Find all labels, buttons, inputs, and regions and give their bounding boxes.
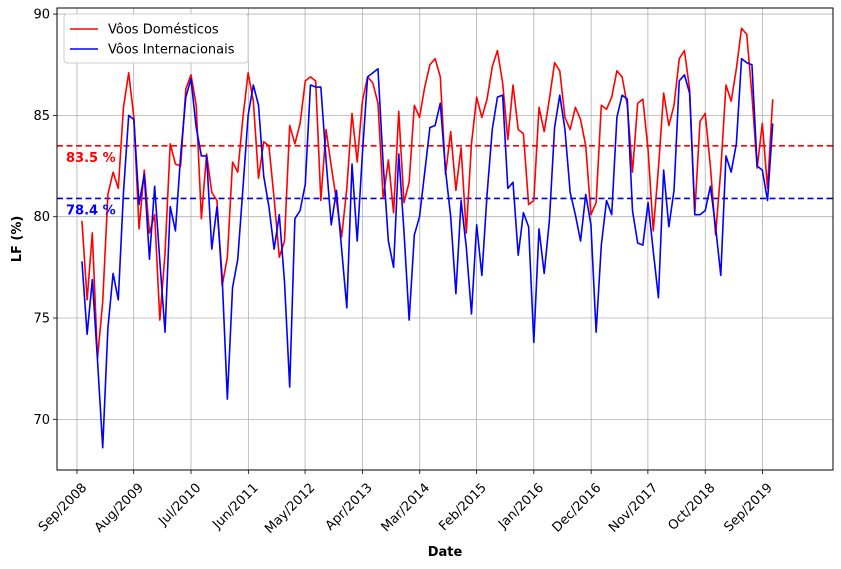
x-tick-label: May/2012 bbox=[262, 481, 318, 537]
x-tick-label: Feb/2015 bbox=[436, 481, 489, 534]
legend: Vôos Domésticos Vôos Internacionais bbox=[63, 13, 249, 64]
plot-area bbox=[56, 7, 834, 471]
x-axis-label: Date bbox=[428, 545, 463, 560]
series-line bbox=[81, 27, 774, 360]
x-tick-label: Sep/2019 bbox=[721, 481, 775, 535]
x-tick-label: Apr/2013 bbox=[323, 481, 376, 534]
x-tick-label: Jul/2010 bbox=[155, 481, 204, 530]
y-tick-label: 85 bbox=[33, 109, 50, 124]
y-tick-label: 75 bbox=[33, 312, 50, 327]
x-tick-label: Aug/2009 bbox=[92, 481, 147, 536]
y-axis-ticks: 70 75 80 85 90 bbox=[33, 8, 57, 428]
y-axis-label: LF (%) bbox=[10, 216, 25, 263]
x-tick-label: Sep/2008 bbox=[36, 481, 90, 535]
x-tick-label: Oct/2018 bbox=[665, 481, 718, 534]
y-tick-label: 90 bbox=[33, 8, 50, 23]
y-tick-label: 70 bbox=[33, 413, 50, 428]
reference-line-label: 83.5 % bbox=[66, 151, 116, 166]
reference-labels: 83.5 % 78.4 % bbox=[66, 151, 116, 219]
x-tick-label: Jan/2016 bbox=[495, 481, 547, 533]
series-lines bbox=[81, 27, 774, 449]
grid bbox=[57, 8, 833, 470]
legend-label: Vôos Internacionais bbox=[108, 43, 235, 58]
x-tick-label: Mar/2014 bbox=[379, 481, 433, 535]
x-tick-label: Nov/2017 bbox=[606, 481, 661, 536]
x-tick-label: Dec/2016 bbox=[550, 481, 605, 536]
reference-line-label: 78.4 % bbox=[66, 203, 116, 218]
series-line bbox=[81, 57, 774, 449]
x-tick-label: Jun/2011 bbox=[209, 481, 261, 533]
legend-box bbox=[63, 13, 249, 64]
y-tick-label: 80 bbox=[33, 210, 50, 225]
legend-label: Vôos Domésticos bbox=[108, 23, 219, 38]
reference-lines bbox=[57, 144, 833, 200]
x-axis-ticks: Sep/2008 Aug/2009 Jul/2010 Jun/2011 May/2012… bbox=[36, 470, 776, 537]
